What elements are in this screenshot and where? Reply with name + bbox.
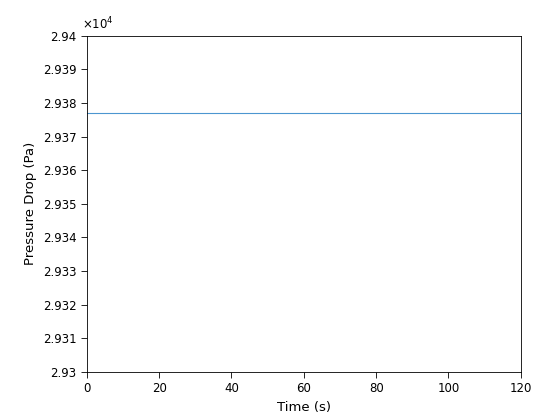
Text: $\times$10$^4$: $\times$10$^4$: [82, 16, 114, 32]
Y-axis label: Pressure Drop (Pa): Pressure Drop (Pa): [24, 142, 37, 265]
X-axis label: Time (s): Time (s): [277, 401, 331, 414]
